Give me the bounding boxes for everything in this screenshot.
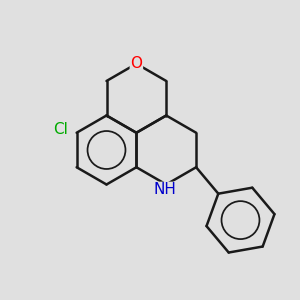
Text: O: O <box>130 56 142 71</box>
Text: NH: NH <box>153 182 176 197</box>
Text: Cl: Cl <box>53 122 68 137</box>
